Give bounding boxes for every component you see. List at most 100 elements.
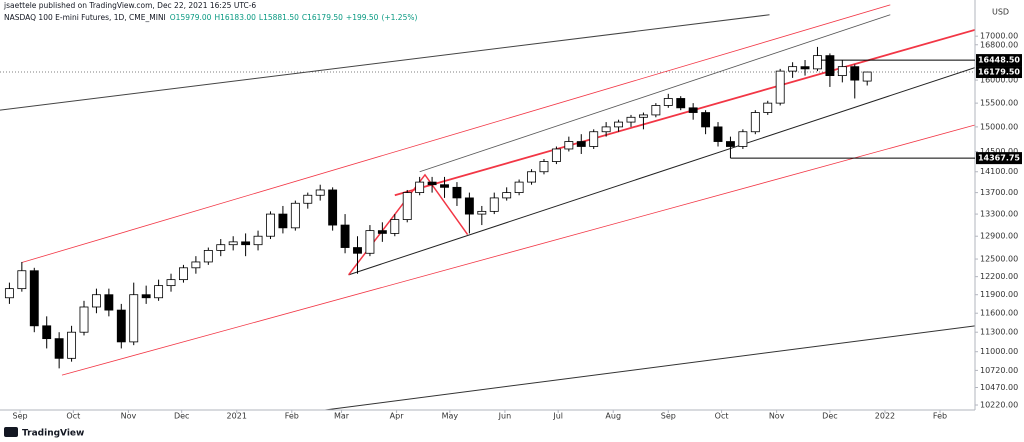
candle-body [116, 309, 126, 343]
candle-body [104, 294, 114, 311]
x-tick-label: Nov [121, 412, 137, 421]
candle-body [825, 55, 835, 77]
candle-body [502, 192, 512, 199]
candle-body [837, 66, 847, 77]
x-tick-label: May [442, 412, 459, 421]
candle-body [266, 213, 275, 237]
candle-body [315, 189, 325, 196]
y-tick-label: 11900.00 [980, 290, 1018, 299]
candle-body [576, 141, 586, 147]
candle-body [813, 55, 822, 70]
x-tick-label: Aug [605, 412, 621, 421]
candle-body [477, 210, 487, 215]
y-tick-label: 15500.00 [980, 99, 1018, 108]
trendline [348, 67, 975, 276]
candle-body [452, 186, 462, 199]
candle-body [638, 114, 648, 118]
candle-body [750, 112, 760, 133]
ohlc-value: C16179.50 [302, 13, 343, 22]
candle-body [539, 161, 549, 173]
price-level-box [976, 152, 1022, 165]
candle-body [241, 241, 251, 246]
candle-body [564, 141, 574, 150]
candle-body [203, 250, 213, 263]
x-tick-label: Feb [285, 412, 299, 421]
candle-body [29, 270, 39, 327]
price-level-box [976, 54, 1022, 67]
candle-body [4, 288, 14, 299]
x-tick-label: Jul [552, 412, 563, 421]
candle-body [390, 219, 400, 234]
candle-body [278, 213, 288, 229]
x-tick-label: Mar [334, 412, 350, 421]
symbol-title: NASDAQ 100 E-mini Futures, 1D, CME_MINI [4, 13, 166, 22]
candle-body [614, 121, 624, 128]
x-tick-label: Oct [715, 412, 729, 421]
candle-body [290, 202, 300, 229]
candle-body [17, 270, 27, 290]
publisher-line: jsaettele published on TradingView.com, … [3, 1, 256, 10]
y-tick-label: 15000.00 [980, 122, 1018, 131]
candle-body [862, 71, 872, 82]
candle-body [427, 181, 437, 186]
candle-body [228, 241, 238, 246]
price-level-label: 14367.75 [978, 154, 1020, 163]
symbol-header: NASDAQ 100 E-mini Futures, 1D, CME_MINI O… [4, 13, 417, 22]
candle-body [79, 306, 89, 333]
candle-body [328, 189, 338, 226]
plot-area [0, 4, 975, 410]
candle-body [154, 285, 164, 299]
logo-icon [4, 427, 18, 437]
candle-body [365, 230, 375, 254]
candle-body [713, 126, 723, 142]
y-tick-label: 11600.00 [980, 309, 1018, 318]
x-tick-label: Oct [66, 412, 80, 421]
candle-body [514, 181, 524, 194]
y-tick-label: 11300.00 [980, 328, 1018, 337]
ohlc-value: O15979.00 [170, 13, 212, 22]
candle-body [141, 294, 151, 299]
candle-body [42, 325, 52, 340]
candle-body [775, 70, 785, 104]
y-tick-label: 10470.00 [980, 383, 1018, 392]
candle-body [726, 141, 735, 147]
candle-body [353, 247, 362, 254]
candle-body [688, 107, 698, 113]
candle-body [440, 184, 449, 188]
last-price-box [976, 66, 1022, 79]
currency-label: USD [992, 8, 1009, 17]
y-tick-label: 17000.00 [980, 32, 1018, 41]
candle-body [216, 244, 226, 251]
candle-body [850, 66, 860, 81]
candle-body [54, 338, 64, 359]
candle-body [626, 116, 636, 123]
candle-body [179, 267, 188, 281]
candle-body [663, 98, 673, 106]
candle-body [253, 235, 263, 246]
x-tick-label: Jun [498, 412, 512, 421]
x-tick-label: 2021 [227, 412, 247, 421]
trendline [324, 325, 975, 410]
ohlc-change-pct: (+1.25%) [381, 13, 417, 22]
trendline [61, 124, 975, 376]
y-tick-label: 14500.00 [980, 147, 1018, 156]
candle-body [340, 224, 350, 248]
candle-body [676, 98, 686, 109]
candle-body [129, 294, 139, 343]
candle-body [589, 131, 599, 147]
candle-body [464, 197, 474, 215]
candle-body [377, 230, 387, 234]
y-tick-label: 10220.00 [980, 401, 1018, 410]
y-tick-label: 12900.00 [980, 232, 1018, 241]
trendline [21, 4, 891, 263]
y-tick-label: 16800.00 [980, 40, 1018, 49]
candle-body [489, 197, 499, 212]
x-tick-label: Sep [661, 412, 676, 421]
candle-body [551, 148, 561, 162]
x-tick-label: Dec [822, 412, 837, 421]
y-tick-label: 16000.00 [980, 76, 1018, 85]
trendline [0, 14, 770, 111]
trendline [419, 14, 891, 173]
candle-body [788, 66, 798, 72]
